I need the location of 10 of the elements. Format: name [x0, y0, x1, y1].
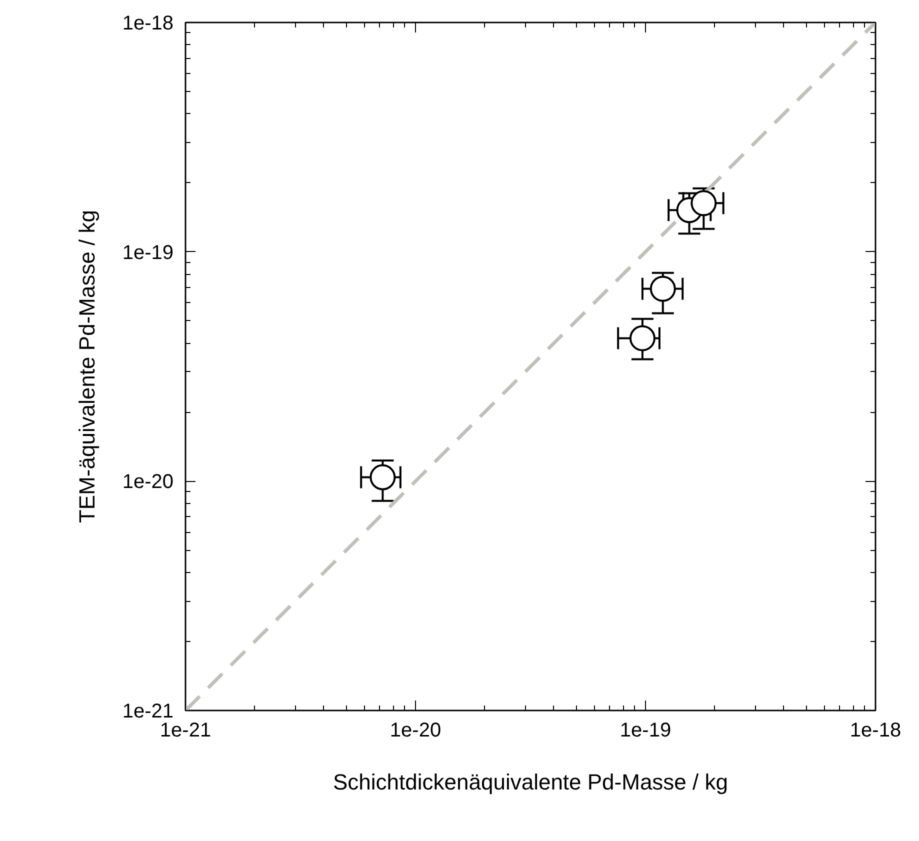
y-tick-label: 1e-21	[122, 700, 174, 722]
x-tick-label: 1e-20	[390, 720, 442, 742]
y-tick-label: 1e-19	[122, 242, 174, 264]
x-tick-label: 1e-19	[620, 720, 672, 742]
x-tick-label: 1e-18	[850, 720, 902, 742]
y-axis-title: TEM-äquivalente Pd-Masse / kg	[74, 210, 100, 524]
y-tick-label: 1e-18	[122, 12, 174, 34]
y-tick-label: 1e-20	[122, 471, 174, 494]
x-axis-title: Schichtdickenäquivalente Pd-Masse / kg	[333, 770, 728, 794]
x-tick-label: 1e-21	[160, 720, 212, 742]
